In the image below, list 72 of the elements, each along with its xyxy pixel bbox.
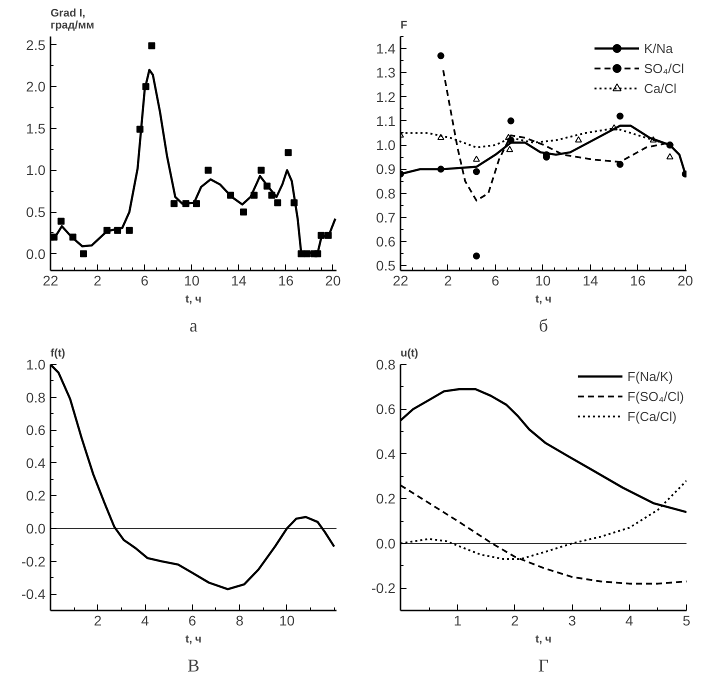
legend-label: F(Na/K): [627, 368, 673, 384]
y-tick-label: 1.4: [376, 40, 396, 57]
x-tick-label: 6: [140, 272, 149, 288]
x-tick-label: 6: [492, 272, 500, 288]
legend-label: Ca/Cl: [644, 80, 677, 96]
y-tick-label: 0.8: [26, 389, 46, 406]
y-tick-label: 0.4: [376, 446, 396, 462]
x-tick-label: 5: [682, 612, 691, 628]
x-axis-title: t, ч: [535, 634, 552, 646]
x-tick-label: 22: [42, 272, 58, 288]
x-tick-label: 8: [236, 612, 244, 628]
legend-label: F(SO₄/Cl): [627, 388, 684, 404]
y-tick-label: 0.0: [26, 520, 46, 536]
y-tick-label: 0.6: [26, 422, 46, 438]
y-tick-label: 2.5: [26, 36, 46, 53]
x-tick-label: 3: [568, 612, 576, 628]
text: Г: [538, 656, 549, 676]
x-tick-label: 16: [630, 272, 646, 288]
x-tick-label: 20: [678, 272, 694, 288]
y-tick-label: 1.0: [26, 162, 46, 178]
y-tick-label: 0.5: [376, 258, 396, 274]
x-tick-label: 2: [94, 272, 102, 288]
y-tick-label: 2.0: [26, 78, 46, 95]
x-tick-label: 20: [325, 272, 341, 288]
y-tick-label: 1.0: [26, 356, 46, 372]
x-tick-label: 14: [231, 272, 247, 288]
x-axis-title: t, ч: [185, 634, 202, 646]
y-axis-title: u(t): [400, 348, 419, 360]
y-tick-label: 0.0: [26, 246, 46, 262]
x-tick-label: 2: [511, 612, 520, 628]
x-tick-label: 10: [184, 272, 200, 288]
x-tick-label: 2: [94, 612, 102, 628]
y-tick-label: 1.0: [376, 137, 396, 154]
x-axis-title: t, ч: [535, 294, 552, 306]
y-tick-label: 0.7: [376, 209, 396, 226]
legend-label: SO₄/Cl: [644, 60, 684, 76]
text: а: [190, 316, 198, 336]
text: б: [538, 316, 548, 336]
legend-label: F(Ca/Cl): [627, 408, 677, 424]
y-tick-label: 0.5: [26, 204, 46, 220]
y-axis-title: f(t): [50, 348, 66, 360]
x-axis-title: t, ч: [185, 294, 202, 306]
y-tick-label: -0.4: [21, 586, 46, 602]
y-tick-label: 1.3: [376, 64, 396, 81]
y-tick-label: 1.2: [376, 88, 396, 105]
text: В: [187, 656, 200, 676]
x-tick-label: 2: [444, 272, 452, 288]
y-tick-label: 0.2: [376, 490, 396, 507]
y-tick-label: 0.4: [26, 454, 46, 471]
x-tick-label: 22: [392, 272, 408, 288]
y-axis-title: Grad I, град/мм: [50, 8, 94, 32]
x-tick-label: 6: [188, 612, 196, 628]
x-tick-label: 10: [279, 612, 295, 628]
y-tick-label: -0.2: [21, 553, 46, 570]
y-tick-label: 1.5: [26, 120, 46, 136]
y-tick-label: 0.9: [376, 161, 396, 178]
y-tick-label: 0.8: [376, 356, 396, 372]
y-axis-title: F: [400, 20, 408, 32]
x-tick-label: 4: [625, 612, 634, 628]
y-tick-label: 0.2: [26, 488, 46, 504]
x-tick-label: 10: [535, 272, 551, 288]
y-tick-label: 0.8: [376, 185, 396, 202]
x-tick-label: 16: [278, 272, 294, 288]
x-tick-label: 14: [582, 272, 598, 288]
y-tick-label: 0.6: [376, 401, 396, 418]
y-tick-label: 0.6: [376, 234, 396, 250]
legend-label: K/Na: [644, 40, 673, 56]
x-tick-label: 4: [141, 612, 150, 628]
y-tick-label: -0.2: [371, 580, 396, 596]
y-tick-label: 1.1: [376, 112, 396, 129]
x-tick-label: 1: [454, 612, 462, 628]
y-tick-label: 0.0: [376, 535, 396, 552]
